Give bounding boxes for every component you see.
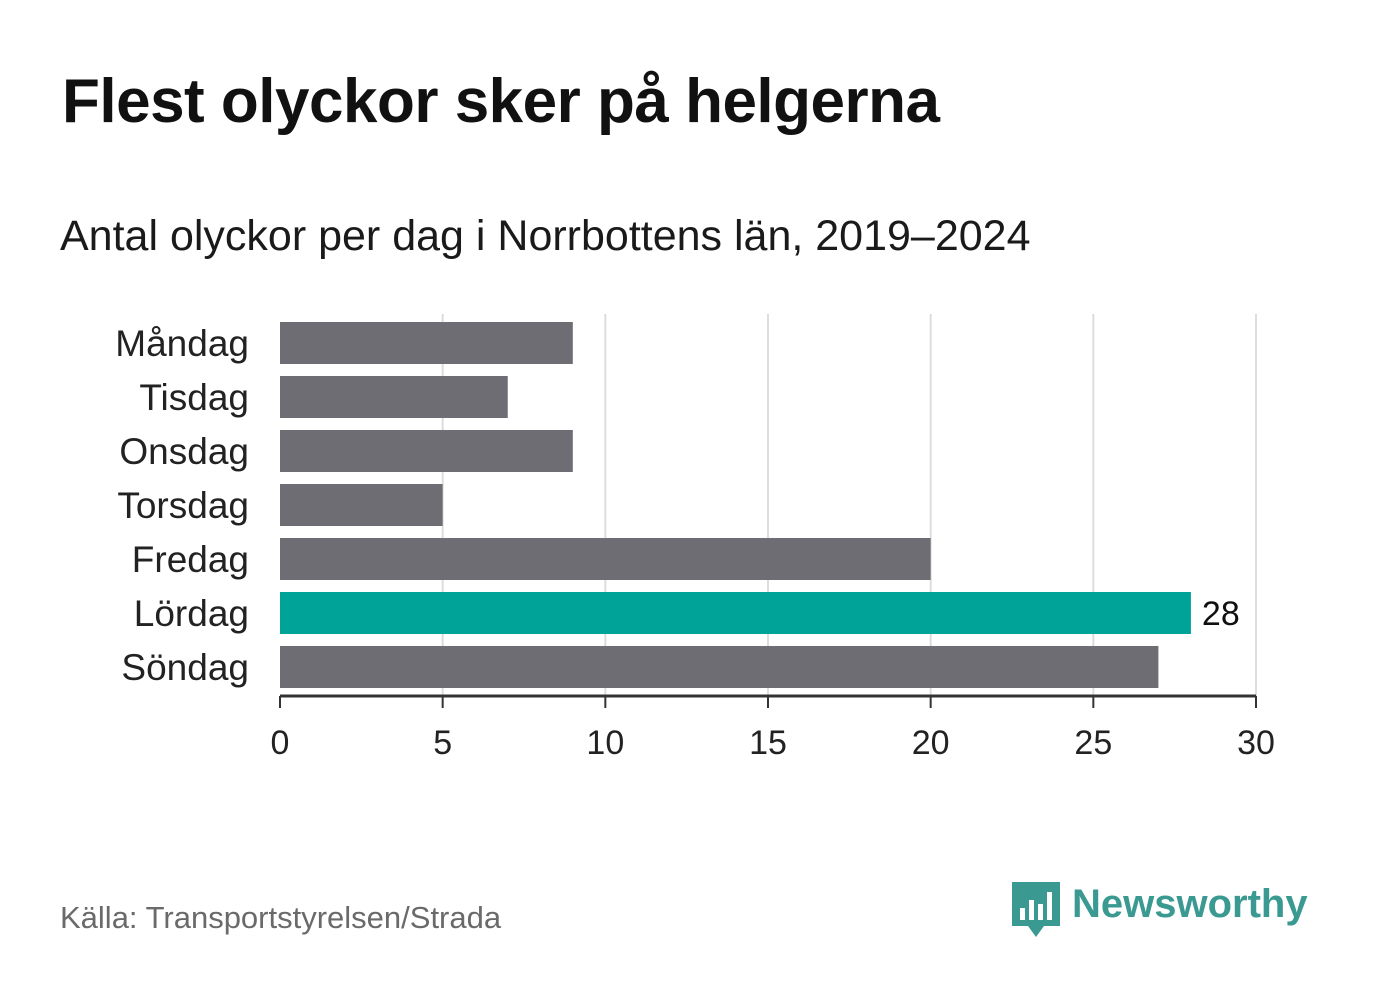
bar: [280, 646, 1159, 688]
data-label: 28: [1202, 595, 1240, 633]
category-label: Onsdag: [119, 431, 249, 472]
category-label: Lördag: [134, 593, 249, 634]
category-label: Söndag: [121, 647, 249, 688]
category-label: Torsdag: [117, 485, 249, 526]
bars: [280, 322, 1191, 688]
x-tick-label: 0: [271, 724, 290, 762]
brand-logo: Newsworthy: [1010, 880, 1308, 940]
bar: [280, 538, 931, 580]
x-tick-label: 5: [433, 724, 452, 762]
source-note: Källa: Transportstyrelsen/Strada: [60, 900, 502, 935]
x-axis: 0 5 10 15 20 25 30: [271, 694, 1275, 762]
category-label: Tisdag: [139, 377, 249, 418]
x-tick-label: 30: [1237, 724, 1275, 762]
bar: [280, 592, 1191, 634]
category-labels: Måndag Tisdag Onsdag Torsdag Fredag Lördag 28 S…: [115, 323, 1239, 688]
newsworthy-bar-chart-bubble-icon: [1012, 882, 1060, 937]
brand-name: Newsworthy: [1072, 882, 1308, 926]
grid-lines: [441, 314, 1257, 696]
chart-subtitle: Antal olyckor per dag i Norrbottens län,…: [60, 212, 1031, 260]
bar: [280, 430, 573, 472]
bar: [280, 322, 573, 364]
chart-title: Flest olyckor sker på helgerna: [62, 67, 940, 136]
x-tick-label: 20: [912, 724, 950, 762]
x-tick-label: 15: [749, 724, 787, 762]
bar: [280, 484, 443, 526]
category-label: Fredag: [132, 539, 249, 580]
x-tick-label: 25: [1074, 724, 1112, 762]
x-tick-label: 10: [586, 724, 624, 762]
bar: [280, 376, 508, 418]
category-label: Måndag: [115, 323, 249, 364]
